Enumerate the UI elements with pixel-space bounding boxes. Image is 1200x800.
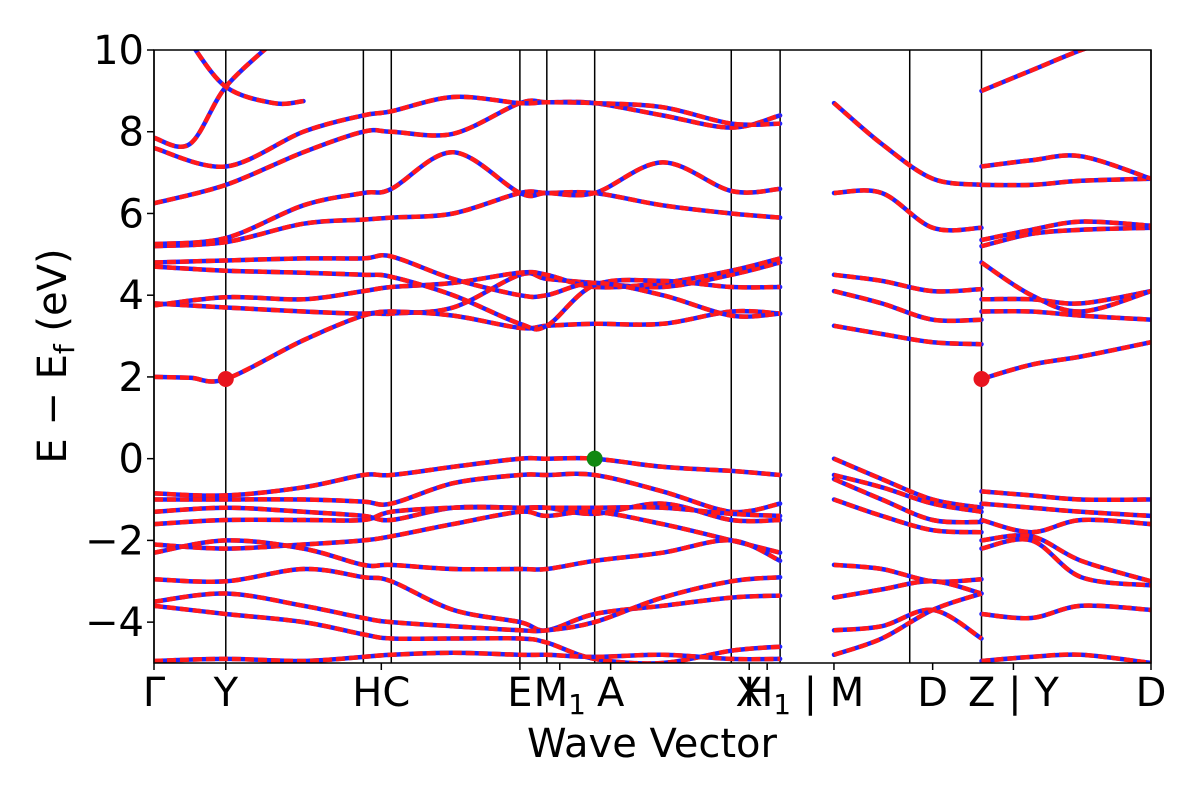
band-red-28 (833, 477, 982, 525)
x-axis-ticks: Γ Y HC E M1 A XH1 | M D Z | Y D (143, 663, 1167, 721)
band-blue-7 (154, 98, 783, 206)
band-red-11 (154, 455, 781, 498)
band-red-34 (980, 339, 1151, 382)
band-red-12 (154, 471, 781, 515)
x-tick-label-4: M1 (534, 670, 586, 721)
band-blue-26 (831, 456, 984, 510)
x-tick-label-6: X (736, 670, 763, 716)
band-red-30 (833, 562, 982, 584)
x-tick-label-0: Γ (143, 670, 166, 716)
band-red-29 (833, 497, 982, 535)
band-red-14 (154, 505, 781, 527)
band-red-9 (154, 50, 268, 150)
band-red-1 (154, 301, 781, 331)
band-blue-24 (831, 288, 984, 324)
band-blue-47 (979, 537, 1151, 588)
band-red-32 (833, 607, 983, 641)
band-blue-21 (831, 100, 984, 188)
x-tick-label-2: HC (352, 670, 410, 716)
band-red-47 (980, 537, 1151, 588)
y-axis-label-main: E − E (30, 354, 76, 464)
band-blue-48 (979, 603, 1151, 621)
x-tick-label-8: | M (804, 670, 865, 716)
cbm-marker-1 (973, 370, 990, 387)
x-tick-label-10: Z | Y (968, 670, 1059, 716)
band-red-13 (154, 501, 781, 524)
band-red-46 (981, 533, 1151, 584)
y-tick-label-7: 10 (93, 28, 144, 74)
plot-frame (153, 49, 1152, 664)
y-tick-label-5: 6 (119, 191, 144, 237)
band-red-39 (981, 219, 1151, 243)
band-red-16 (154, 538, 782, 572)
band-red-42 (980, 50, 1089, 93)
band-red-24 (833, 288, 982, 324)
band-red-25 (833, 323, 982, 347)
y-tick-label-6: 8 (119, 110, 144, 156)
band-red-27 (833, 472, 982, 515)
band-red-31 (833, 579, 983, 600)
band-lines (154, 50, 1151, 663)
band-blue-44 (979, 501, 1151, 519)
band-blue-28 (831, 476, 984, 525)
band-red-45 (980, 517, 1151, 535)
y-tick-label-4: 4 (119, 273, 144, 319)
x-tick-label-1: Y (213, 670, 239, 716)
band-blue-43 (979, 489, 1151, 503)
y-axis-label: E − Ef (eV) (30, 248, 81, 463)
band-blue-16 (154, 538, 783, 572)
band-red-21 (832, 101, 982, 188)
band-red-3 (154, 264, 781, 332)
cbm-marker-0 (217, 370, 234, 387)
y-axis-label-sub: f (48, 343, 81, 354)
band-blue-23 (831, 272, 984, 294)
band-red-17 (154, 566, 781, 633)
band-blue-30 (831, 562, 984, 584)
x-tick-label-5: A (597, 670, 625, 716)
x-tick-label-11: D (1136, 670, 1167, 716)
band-blue-25 (831, 323, 984, 347)
x-tick-label-7: H1 (743, 670, 791, 721)
y-tick-label-3: 2 (119, 355, 144, 401)
band-red-37 (980, 260, 1151, 314)
y-tick-label-0: −4 (85, 600, 144, 646)
band-blue-36 (979, 288, 1151, 306)
x-tick-label-9: D (917, 670, 948, 716)
vbm-marker-2 (586, 450, 603, 467)
band-blue-31 (831, 579, 984, 600)
band-red-26 (833, 456, 982, 510)
band-red-41 (981, 153, 1151, 181)
band-red-20 (154, 650, 781, 663)
band-red-8 (154, 94, 781, 169)
y-tick-label-2: 0 (119, 437, 144, 483)
band-red-38 (980, 225, 1151, 249)
y-axis-label-unit: (eV) (30, 248, 76, 344)
band-blue-49 (979, 652, 1151, 663)
band-red-5 (154, 189, 781, 249)
x-tick-label-3: E (507, 670, 532, 716)
band-blue-41 (979, 153, 1151, 181)
band-red-7 (154, 98, 781, 206)
band-red-18 (154, 574, 781, 634)
band-red-4 (154, 252, 781, 319)
band-red-22 (833, 188, 982, 233)
band-red-23 (833, 272, 982, 294)
band-red-6 (154, 149, 781, 247)
band-red-33 (833, 591, 983, 657)
extremum-markers (217, 370, 990, 467)
y-tick-label-1: −2 (85, 518, 144, 564)
band-blue-35 (979, 308, 1151, 322)
x-axis-label: Wave Vector (527, 721, 778, 767)
band-red-10 (192, 50, 304, 107)
y-axis-ticks: −4 −2 0 2 4 6 8 10 (85, 28, 154, 646)
band-red-2 (154, 256, 781, 308)
band-blue-40 (979, 176, 1151, 188)
